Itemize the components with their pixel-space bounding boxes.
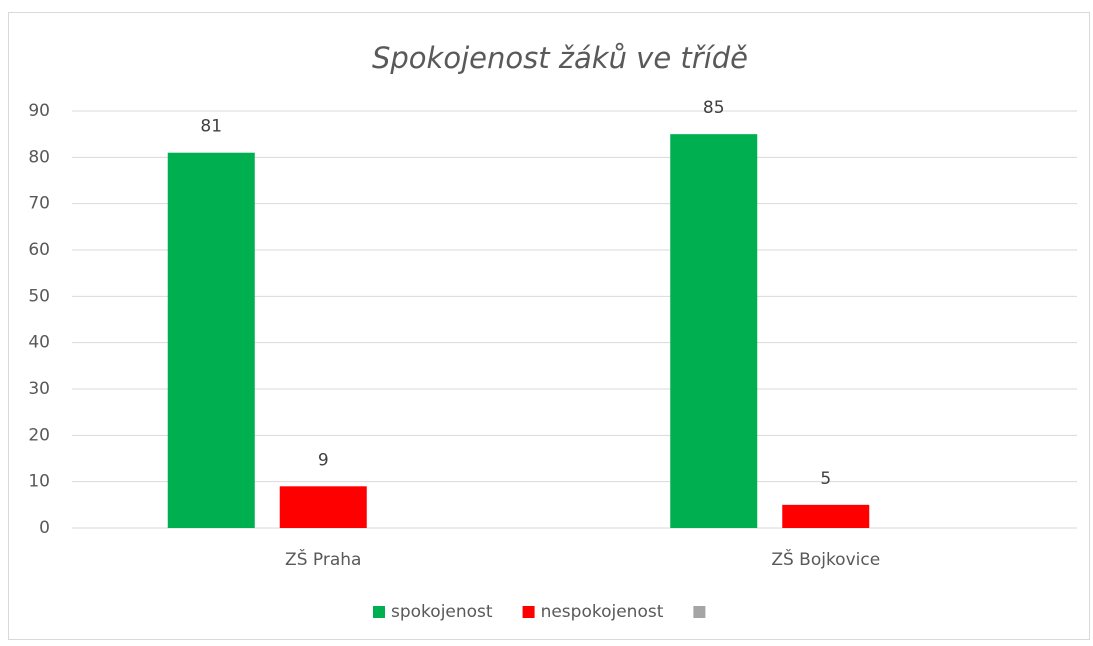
- y-tick-label: 10: [28, 472, 50, 492]
- bar: [782, 504, 870, 528]
- data-label: 5: [820, 469, 831, 489]
- legend-swatch: [693, 606, 706, 618]
- bar: [670, 134, 758, 528]
- bar: [167, 152, 255, 528]
- y-tick-label: 50: [28, 286, 50, 306]
- legend-swatch: [373, 606, 385, 618]
- legend-swatch: [522, 606, 535, 618]
- y-tick-label: 0: [39, 518, 50, 538]
- legend-label: nespokojenost: [541, 602, 664, 622]
- chart-title: Spokojenost žáků ve třídě: [372, 41, 748, 75]
- legend-label: spokojenost: [391, 602, 493, 622]
- y-tick-label: 70: [28, 194, 50, 214]
- data-label: 85: [703, 98, 725, 118]
- y-tick-label: 20: [28, 425, 50, 445]
- y-tick-label: 80: [28, 147, 50, 167]
- data-label: 81: [200, 117, 222, 137]
- data-label: 9: [318, 450, 329, 470]
- y-tick-label: 60: [28, 240, 50, 260]
- bar: [279, 486, 367, 528]
- x-tick-label: ZŠ Bojkovice: [771, 548, 880, 570]
- y-tick-label: 30: [28, 379, 50, 399]
- y-tick-label: 90: [28, 101, 50, 121]
- y-tick-label: 40: [28, 333, 50, 353]
- x-tick-label: ZŠ Praha: [285, 548, 361, 570]
